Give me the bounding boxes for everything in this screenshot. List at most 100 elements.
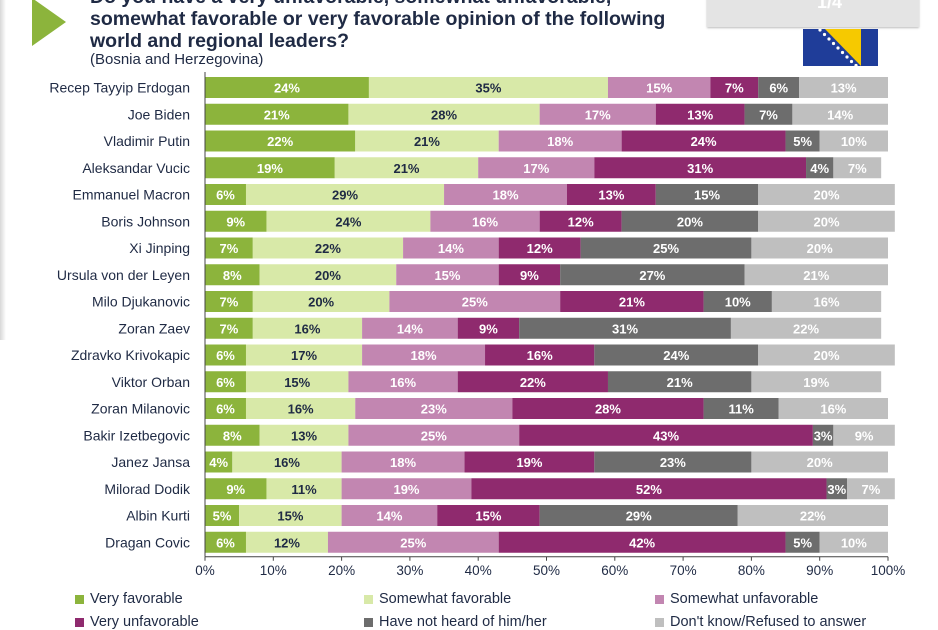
x-tick-label: 10% [260, 563, 287, 578]
data-label: 29% [626, 509, 652, 524]
bar-segment [471, 478, 827, 500]
bar-segment [792, 103, 888, 125]
data-label: 20% [807, 241, 833, 256]
legend-swatch [75, 617, 84, 627]
data-label: 21% [803, 268, 829, 283]
data-label: 5% [793, 134, 812, 149]
bar-segment [730, 317, 882, 339]
data-label: 21% [414, 134, 440, 149]
bar-segment [457, 317, 520, 339]
x-tick-label: 20% [328, 563, 355, 578]
category-label: Joe Biden [128, 106, 190, 122]
data-label: 16% [274, 455, 300, 470]
legend-label: Have not heard of him/her [379, 614, 547, 630]
category-label: Aleksandar Vucic [82, 160, 190, 176]
bar-segment [607, 371, 752, 393]
bar-segment [266, 478, 342, 500]
page-tab: 1/4 [707, 0, 919, 27]
category-label: Janez Jansa [111, 454, 190, 470]
legend-label: Very favorable [90, 591, 183, 607]
bar-segment [758, 344, 895, 366]
data-label: 14% [438, 241, 464, 256]
bar-segment [703, 398, 779, 419]
bar-segment [205, 398, 246, 419]
data-label: 6% [216, 375, 235, 390]
bar-segment [327, 531, 499, 553]
data-label: 15% [434, 268, 460, 283]
bar-segment [205, 157, 335, 179]
data-label: 52% [636, 482, 662, 497]
legend-label: Don't know/Refused to answer [670, 614, 867, 630]
bar-segment [512, 398, 704, 419]
bar-segment [560, 291, 704, 312]
bar-segment [799, 77, 888, 98]
data-label: 8% [223, 428, 242, 443]
x-tick-label: 60% [601, 563, 628, 578]
data-label: 19% [257, 161, 283, 176]
category-label: Vladimir Putin [104, 133, 190, 149]
x-tick-label: 70% [670, 563, 697, 578]
data-label: 22% [315, 241, 341, 256]
data-label: 17% [523, 161, 549, 176]
legend-swatch [364, 617, 373, 627]
data-label: 18% [390, 455, 416, 470]
category-label: Viktor Orban [112, 374, 190, 390]
arrow-icon [32, 0, 66, 46]
data-label: 27% [639, 268, 665, 283]
category-label: Bakir Izetbegovic [83, 427, 190, 443]
legend-swatch [364, 594, 373, 604]
bar-segment [655, 103, 745, 125]
data-label: 22% [520, 375, 546, 390]
bar-segment [607, 77, 711, 98]
data-label: 15% [475, 509, 501, 524]
bar-segment [396, 264, 499, 286]
bar-segment [751, 451, 888, 473]
category-label: Recep Tayyip Erdogan [49, 80, 190, 96]
data-label: 15% [694, 188, 720, 203]
bar-segment [710, 77, 759, 98]
data-label: 16% [390, 375, 416, 390]
data-label: 43% [653, 428, 679, 443]
data-label: 6% [216, 348, 235, 363]
data-label: 13% [291, 428, 317, 443]
category-label: Zoran Milanovic [91, 401, 190, 417]
x-tick-label: 80% [738, 563, 765, 578]
data-label: 24% [335, 214, 361, 229]
bar-segment [205, 478, 267, 500]
bar-segment [245, 371, 349, 393]
bar-segment [205, 264, 260, 286]
data-label: 9% [520, 268, 539, 283]
data-label: 6% [216, 188, 235, 203]
data-label: 20% [807, 455, 833, 470]
page-title: Do you have a very unfavorable, somewhat… [90, 0, 666, 52]
x-tick-label: 40% [465, 563, 492, 578]
data-label: 18% [547, 134, 573, 149]
category-label: Boris Johnson [101, 213, 190, 229]
bar-segment [362, 317, 458, 339]
bar-segment [594, 157, 807, 179]
data-label: 22% [267, 134, 293, 149]
data-label: 16% [814, 295, 840, 310]
data-label: 16% [288, 402, 314, 417]
bar-segment [245, 344, 363, 366]
data-label: 10% [841, 134, 867, 149]
bar-segment [519, 424, 813, 446]
bar-segment [785, 531, 820, 553]
data-label: 11% [728, 402, 754, 417]
bar-segment [252, 237, 404, 259]
data-label: 21% [667, 375, 693, 390]
bar-segment [252, 317, 363, 339]
data-label: 19% [393, 482, 419, 497]
data-label: 17% [585, 107, 611, 122]
bar-segment [737, 505, 888, 526]
data-label: 5% [793, 535, 812, 550]
category-label: Zoran Zaev [118, 320, 190, 336]
bar-segment [341, 505, 438, 526]
legend-label: Very unfavorable [90, 614, 199, 630]
data-label: 10% [841, 535, 867, 550]
data-label: 24% [663, 348, 689, 363]
bar-segment [245, 531, 328, 553]
bar-segment [744, 264, 888, 286]
data-label: 20% [308, 295, 334, 310]
bar-segment [560, 264, 745, 286]
